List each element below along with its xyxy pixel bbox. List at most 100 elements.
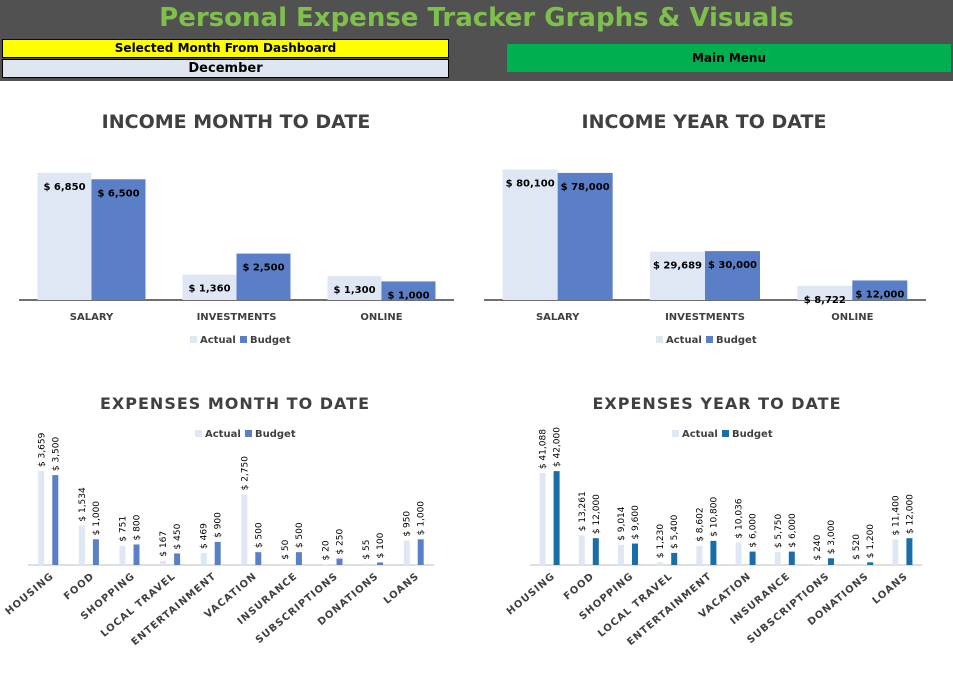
expenses-mtd-label-actual-entertainment: $ 469 xyxy=(200,523,210,549)
expenses-ytd-label-budget-loans: $ 12,000 xyxy=(905,494,915,534)
income-mtd-bar-actual-investments xyxy=(182,274,237,300)
expenses-mtd-legend-budget-swatch xyxy=(245,430,252,437)
expenses-ytd-legend-actual-swatch xyxy=(672,430,679,437)
expenses-mtd-label-budget-donations: $ 100 xyxy=(376,532,386,558)
expenses-mtd-bar-actual-subscriptions xyxy=(322,564,329,565)
expenses-ytd-label-actual-shopping: $ 9,014 xyxy=(617,506,627,541)
income-mtd-bar-budget-salary xyxy=(91,179,146,300)
expenses-ytd-label-budget-food: $ 12,000 xyxy=(592,494,602,534)
expenses-mtd-label-budget-vacation: $ 500 xyxy=(254,522,264,548)
expenses-ytd-category-food: FOOD xyxy=(562,571,597,603)
expenses-mtd-legend-actual-label: Actual xyxy=(205,429,241,440)
expenses-mtd-label-budget-subscriptions: $ 250 xyxy=(336,529,346,555)
income-ytd-legend-actual-label: Actual xyxy=(666,335,702,346)
expenses-mtd-label-actual-housing: $ 3,659 xyxy=(37,432,47,467)
expenses-mtd-bar-budget-insurance xyxy=(295,552,302,565)
expenses-mtd-bar-actual-shopping xyxy=(119,545,126,565)
expenses-mtd-bar-actual-insurance xyxy=(281,563,288,565)
income-mtd-title: INCOME MONTH TO DATE xyxy=(102,111,371,133)
income-mtd-legend-budget-swatch xyxy=(240,336,247,343)
expenses-mtd-bar-actual-vacation xyxy=(241,494,248,565)
income-ytd-category-online: ONLINE xyxy=(831,312,873,323)
expenses-mtd-bar-actual-entertainment xyxy=(200,552,207,565)
income-ytd-label-budget-salary: $ 78,000 xyxy=(561,182,610,193)
expenses-ytd-bar-actual-food xyxy=(578,535,585,565)
expenses-mtd-category-food: FOOD xyxy=(62,571,97,603)
expenses-ytd-bar-actual-local-travel xyxy=(657,562,664,565)
expenses-ytd-bar-budget-local-travel xyxy=(671,552,678,565)
expenses-ytd-label-budget-donations: $ 1,200 xyxy=(866,524,876,559)
expenses-mtd-bar-budget-food xyxy=(92,539,99,565)
expenses-mtd-category-loans: LOANS xyxy=(382,571,422,607)
expenses-mtd-label-actual-subscriptions: $ 20 xyxy=(322,540,332,560)
income-mtd-label-actual-salary: $ 6,850 xyxy=(43,182,85,193)
expenses-ytd-bar-budget-subscriptions xyxy=(828,558,834,565)
income-ytd-category-investments: INVESTMENTS xyxy=(665,312,745,323)
income-mtd-bar-budget-online xyxy=(381,281,436,300)
expenses-mtd-bar-budget-loans xyxy=(417,539,424,565)
income-ytd-bar-budget-online xyxy=(852,280,908,300)
expenses-ytd-label-budget-insurance: $ 6,000 xyxy=(788,513,798,548)
expenses-ytd-label-actual-insurance: $ 5,750 xyxy=(774,514,784,549)
expenses-ytd-bar-budget-donations xyxy=(867,562,874,565)
expenses-ytd-label-actual-subscriptions: $ 240 xyxy=(813,534,823,560)
expenses-ytd-label-actual-donations: $ 520 xyxy=(852,534,862,560)
income-mtd-legend-actual-swatch xyxy=(190,336,197,343)
expenses-ytd-title: EXPENSES YEAR TO DATE xyxy=(593,394,842,413)
income-mtd-category-online: ONLINE xyxy=(360,312,402,323)
income-ytd-label-actual-investments: $ 29,689 xyxy=(653,261,702,272)
expenses-ytd-label-actual-housing: $ 41,088 xyxy=(539,429,549,469)
expenses-ytd-legend-budget-label: Budget xyxy=(732,429,773,440)
selected-month-value[interactable]: December xyxy=(2,59,449,78)
expenses-ytd-category-loans: LOANS xyxy=(871,571,911,607)
expenses-mtd-label-budget-entertainment: $ 900 xyxy=(214,512,224,538)
expenses-ytd-label-budget-vacation: $ 6,000 xyxy=(749,513,759,548)
expenses-ytd-bar-actual-loans xyxy=(892,539,899,565)
expenses-ytd-label-actual-food: $ 13,261 xyxy=(578,491,588,531)
income-ytd-legend-budget-swatch xyxy=(706,336,713,343)
page-title: Personal Expense Tracker Graphs & Visual… xyxy=(159,3,794,33)
income-mtd-category-salary: SALARY xyxy=(70,312,114,323)
expenses-mtd-legend-actual-swatch xyxy=(195,430,202,437)
income-ytd-bar-actual-salary xyxy=(502,169,558,300)
expenses-ytd-bar-actual-vacation xyxy=(735,542,742,565)
expenses-mtd-legend-budget-label: Budget xyxy=(255,429,296,440)
expenses-mtd-bar-budget-subscriptions xyxy=(336,558,343,565)
expenses-ytd-bar-budget-vacation xyxy=(749,551,756,565)
expenses-mtd-label-budget-loans: $ 1,000 xyxy=(417,501,427,536)
expenses-ytd-bar-budget-food xyxy=(592,538,599,565)
income-ytd-legend-actual-swatch xyxy=(656,336,663,343)
expenses-mtd-bar-budget-housing xyxy=(52,475,59,565)
expenses-mtd-label-budget-insurance: $ 500 xyxy=(295,522,305,548)
expenses-ytd-bar-budget-entertainment xyxy=(710,540,717,565)
income-mtd-bar-actual-online xyxy=(327,275,382,300)
expenses-ytd-bar-actual-shopping xyxy=(618,544,624,565)
income-mtd-category-investments: INVESTMENTS xyxy=(197,312,277,323)
expenses-ytd-label-budget-subscriptions: $ 3,000 xyxy=(827,520,837,555)
expenses-ytd-label-budget-shopping: $ 9,600 xyxy=(631,505,641,540)
income-mtd-label-budget-salary: $ 6,500 xyxy=(97,188,139,199)
income-ytd-bar-budget-investments xyxy=(705,251,760,300)
expenses-mtd-label-actual-donations: $ 55 xyxy=(362,540,372,560)
expenses-ytd-label-actual-entertainment: $ 8,602 xyxy=(695,507,705,541)
expenses-ytd-category-housing: HOUSING xyxy=(505,571,558,618)
selected-month-label: Selected Month From Dashboard xyxy=(2,39,449,58)
main-menu-button[interactable]: Main Menu xyxy=(507,44,951,72)
income-mtd-label-actual-online: $ 1,300 xyxy=(333,285,375,296)
income-mtd-bar-budget-investments xyxy=(236,253,291,300)
expenses-ytd-bar-actual-subscriptions xyxy=(814,564,820,565)
income-ytd-category-salary: SALARY xyxy=(536,312,580,323)
expenses-mtd-bar-budget-local-travel xyxy=(174,553,181,565)
expenses-mtd-label-actual-local-travel: $ 167 xyxy=(159,531,169,557)
expenses-mtd-bar-budget-entertainment xyxy=(214,541,221,565)
expenses-mtd-label-actual-insurance: $ 50 xyxy=(281,539,291,559)
expenses-ytd-bar-actual-entertainment xyxy=(696,545,703,565)
expenses-ytd-bar-budget-housing xyxy=(553,471,560,565)
expenses-mtd-label-budget-shopping: $ 800 xyxy=(133,514,143,540)
income-ytd-legend-budget-label: Budget xyxy=(716,335,757,346)
expenses-mtd-label-budget-food: $ 1,000 xyxy=(92,501,102,536)
expenses-ytd-label-budget-entertainment: $ 10,800 xyxy=(709,497,719,537)
expenses-mtd-label-budget-local-travel: $ 450 xyxy=(173,523,183,549)
expenses-ytd-legend-actual-label: Actual xyxy=(682,429,718,440)
